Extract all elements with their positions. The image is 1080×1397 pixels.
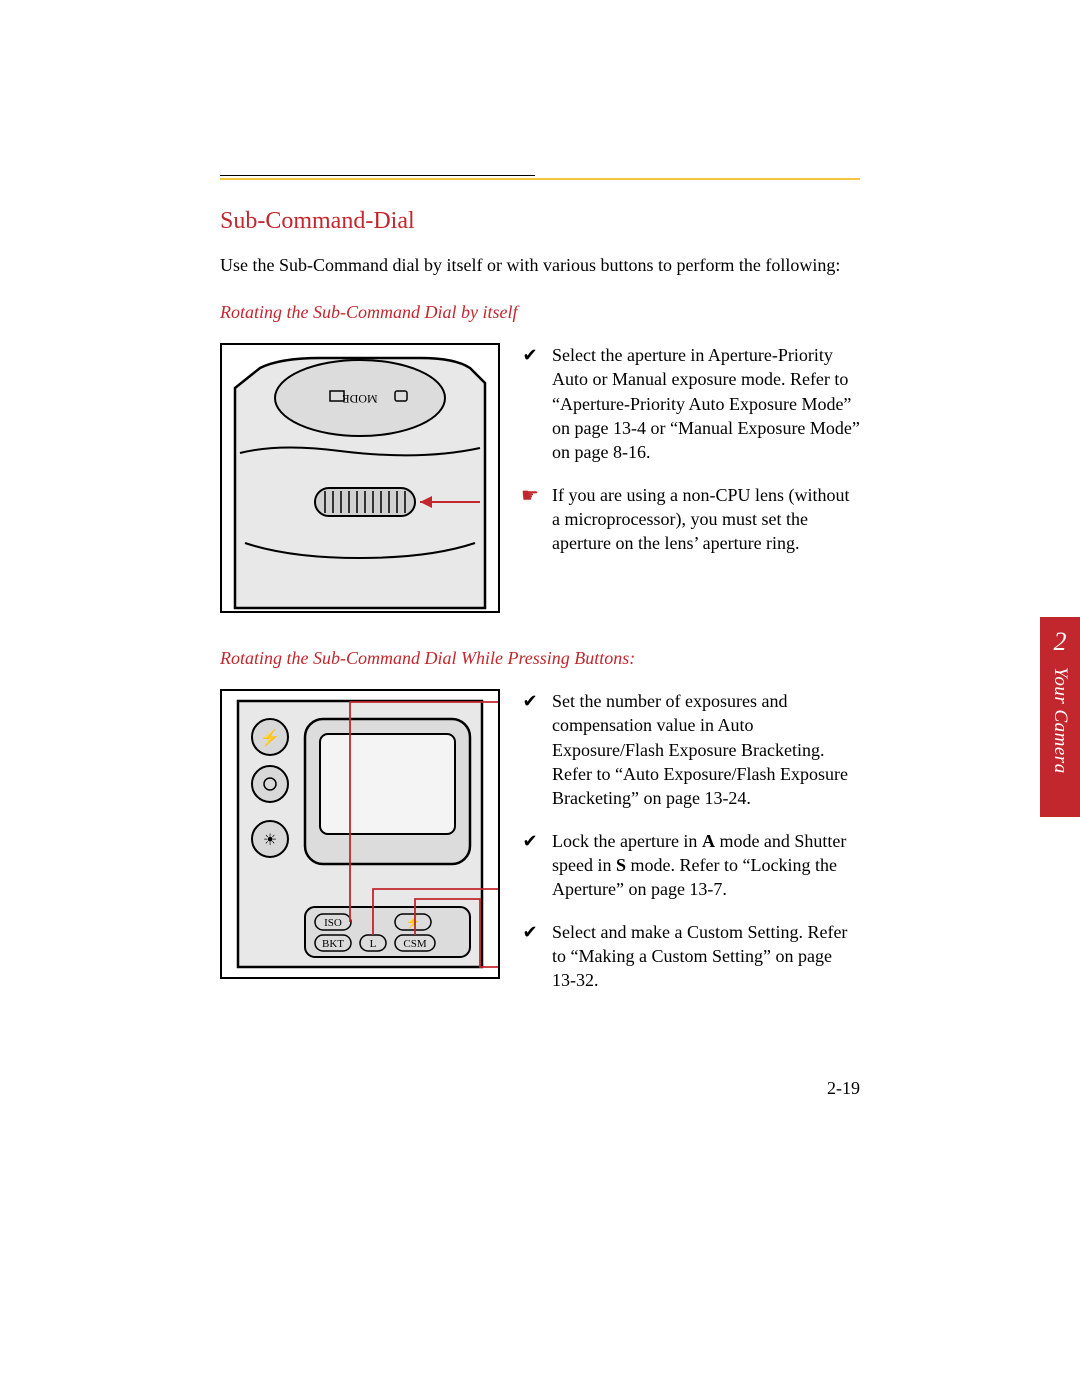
item-text: Select and make a Custom Setting. Refer … xyxy=(552,920,860,993)
item-text: Set the number of exposures and compensa… xyxy=(552,689,860,810)
rule-yellow xyxy=(220,178,860,180)
pointer-icon: ☛ xyxy=(520,483,540,556)
item-text: Select the aperture in Aperture-Priority… xyxy=(552,343,860,464)
check-icon: ✔ xyxy=(520,829,540,902)
mode-label: MODE xyxy=(342,392,377,406)
page-number: 2-19 xyxy=(220,1078,860,1099)
rule-top xyxy=(220,175,535,176)
figure-2: ⚡ ☀ ISO ⚡ BKT L xyxy=(220,689,500,984)
list-item: ✔ Lock the aperture in A mode and Shutte… xyxy=(520,829,860,902)
block2-heading: Rotating the Sub-Command Dial While Pres… xyxy=(220,648,860,669)
svg-text:⚡: ⚡ xyxy=(260,728,280,747)
block1-list: ✔ Select the aperture in Aperture-Priori… xyxy=(520,343,860,573)
section-intro: Use the Sub-Command dial by itself or wi… xyxy=(220,253,860,278)
section-title: Sub-Command-Dial xyxy=(220,208,860,235)
check-icon: ✔ xyxy=(520,343,540,464)
block2-row: ⚡ ☀ ISO ⚡ BKT L xyxy=(220,689,860,1010)
check-icon: ✔ xyxy=(520,689,540,810)
svg-text:CSM: CSM xyxy=(403,938,426,950)
block1-row: MODE xyxy=(220,343,860,618)
item-text: If you are using a non-CPU lens (without… xyxy=(552,483,860,556)
block2-list: ✔ Set the number of exposures and compen… xyxy=(520,689,860,1010)
svg-text:⚡: ⚡ xyxy=(406,915,421,929)
svg-text:ISO: ISO xyxy=(324,917,342,929)
chapter-tab: 2 Your Camera xyxy=(1040,617,1080,817)
item-text: Lock the aperture in A mode and Shutter … xyxy=(552,829,860,902)
svg-text:☀: ☀ xyxy=(263,832,277,849)
page-content: Sub-Command-Dial Use the Sub-Command dia… xyxy=(220,175,860,1040)
tab-label: Your Camera xyxy=(1049,667,1071,774)
block1-heading: Rotating the Sub-Command Dial by itself xyxy=(220,302,860,323)
list-item: ✔ Select and make a Custom Setting. Refe… xyxy=(520,920,860,993)
list-item: ☛ If you are using a non-CPU lens (witho… xyxy=(520,483,860,556)
list-item: ✔ Set the number of exposures and compen… xyxy=(520,689,860,810)
check-icon: ✔ xyxy=(520,920,540,993)
tab-number: 2 xyxy=(1054,627,1067,657)
list-item: ✔ Select the aperture in Aperture-Priori… xyxy=(520,343,860,464)
svg-text:L: L xyxy=(370,938,377,950)
figure-1: MODE xyxy=(220,343,500,618)
svg-text:BKT: BKT xyxy=(322,938,344,950)
